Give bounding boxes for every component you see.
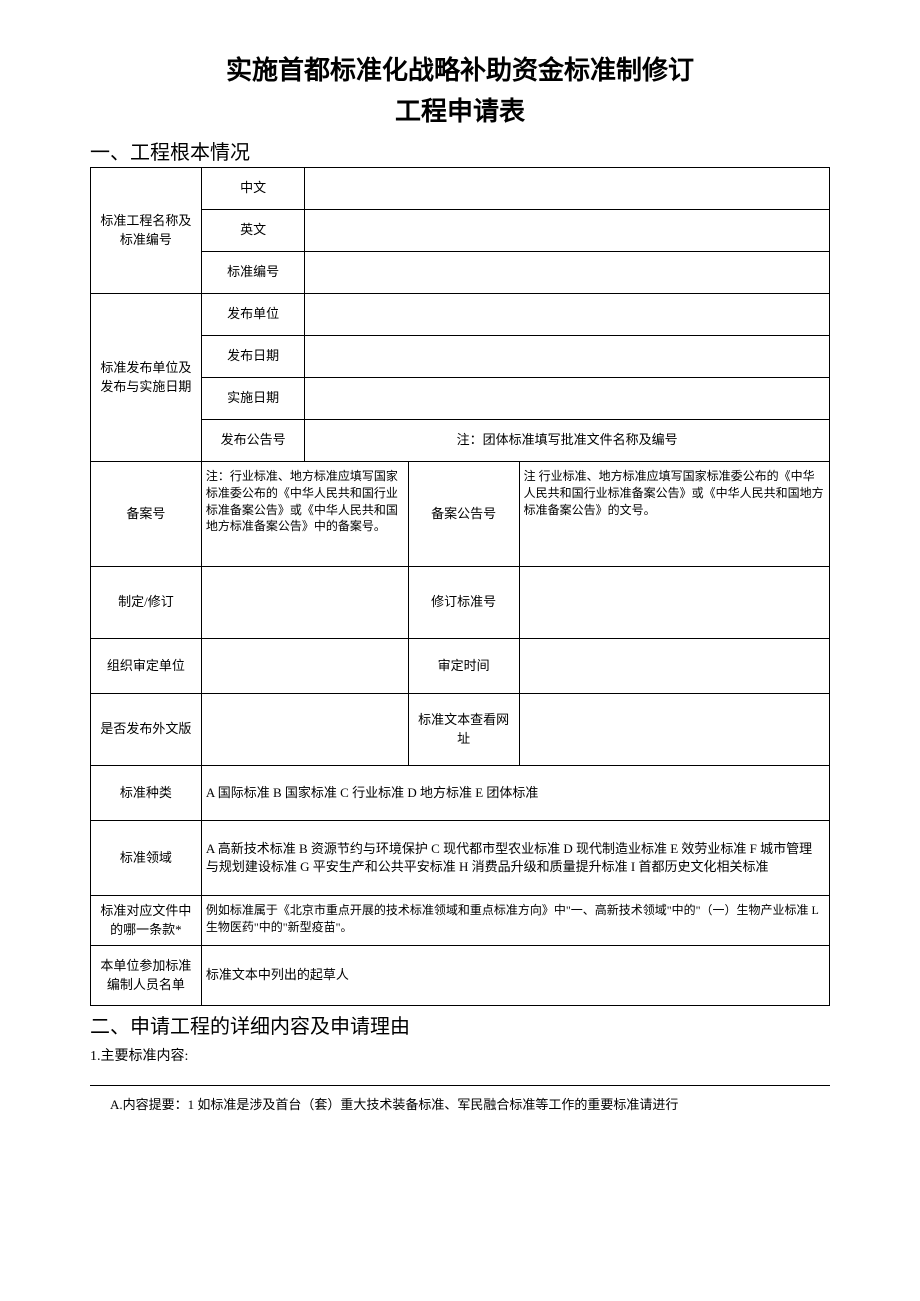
- field-review-time[interactable]: [519, 639, 829, 694]
- field-review-org[interactable]: [201, 639, 408, 694]
- label-english: 英文: [201, 210, 304, 252]
- field-revision-number[interactable]: [519, 567, 829, 639]
- label-review-org: 组织审定单位: [91, 639, 202, 694]
- label-review-time: 审定时间: [408, 639, 519, 694]
- document-title-line2: 工程申请表: [90, 91, 830, 128]
- field-standard-number[interactable]: [305, 252, 830, 294]
- label-publish-unit: 发布单位: [201, 294, 304, 336]
- label-foreign-version: 是否发布外文版: [91, 694, 202, 766]
- section2-item1: 1.主要标准内容:: [90, 1045, 830, 1065]
- label-personnel-list: 本单位参加标准编制人员名单: [91, 946, 202, 1006]
- label-publish-unit-date: 标准发布单位及发布与实施日期: [91, 294, 202, 462]
- label-implement-date: 实施日期: [201, 378, 304, 420]
- footer-note: A.内容提要：1 如标准是涉及首台（套）重大技术装备标准、军民融合标准等工作的重…: [90, 1094, 830, 1113]
- label-chinese: 中文: [201, 168, 304, 210]
- note-filing-number: 注：行业标准、地方标准应填写国家标准委公布的《中华人民共和国行业标准备案公告》或…: [201, 462, 408, 567]
- label-revision-number: 修订标准号: [408, 567, 519, 639]
- field-foreign-version[interactable]: [201, 694, 408, 766]
- field-implement-date[interactable]: [305, 378, 830, 420]
- note-group-standard: 注：团体标准填写批准文件名称及编号: [305, 420, 830, 462]
- field-publish-unit[interactable]: [305, 294, 830, 336]
- note-filing-announcement: 注 行业标准、地方标准应填写国家标准委公布的《中华人民共和国行业标准备案公告》或…: [519, 462, 829, 567]
- label-formulate-revise: 制定/修订: [91, 567, 202, 639]
- document-title-line1: 实施首都标准化战略补助资金标准制修订: [90, 50, 830, 87]
- label-filing-number: 备案号: [91, 462, 202, 567]
- label-standard-number: 标准编号: [201, 252, 304, 294]
- field-personnel-list: 标准文本中列出的起草人: [201, 946, 829, 1006]
- application-form-table: 标准工程名称及标准编号 中文 英文 标准编号 标准发布单位及发布与实施日期 发布…: [90, 167, 830, 1006]
- label-view-url: 标准文本查看网址: [408, 694, 519, 766]
- label-standard-field: 标准领域: [91, 821, 202, 896]
- label-project-name: 标准工程名称及标准编号: [91, 168, 202, 294]
- field-standard-type-options[interactable]: A 国际标准 B 国家标准 C 行业标准 D 地方标准 E 团体标准: [201, 766, 829, 821]
- label-doc-clause: 标准对应文件中的哪一条款*: [91, 896, 202, 946]
- section1-heading: 一、工程根本情况: [90, 136, 830, 165]
- label-filing-announcement: 备案公告号: [408, 462, 519, 567]
- label-announcement-number: 发布公告号: [201, 420, 304, 462]
- field-standard-field-options[interactable]: A 高新技术标准 B 资源节约与环境保护 C 现代都市型农业标准 D 现代制造业…: [201, 821, 829, 896]
- field-chinese-name[interactable]: [305, 168, 830, 210]
- label-publish-date: 发布日期: [201, 336, 304, 378]
- section2-heading: 二、申请工程的详细内容及申请理由: [90, 1010, 830, 1039]
- note-doc-clause-example: 例如标准属于《北京市重点开展的技术标准领域和重点标准方向》中"一、高新技术领域"…: [201, 896, 829, 946]
- field-english-name[interactable]: [305, 210, 830, 252]
- field-publish-date[interactable]: [305, 336, 830, 378]
- label-standard-type: 标准种类: [91, 766, 202, 821]
- field-view-url[interactable]: [519, 694, 829, 766]
- divider-line: [90, 1085, 830, 1086]
- field-formulate-revise[interactable]: [201, 567, 408, 639]
